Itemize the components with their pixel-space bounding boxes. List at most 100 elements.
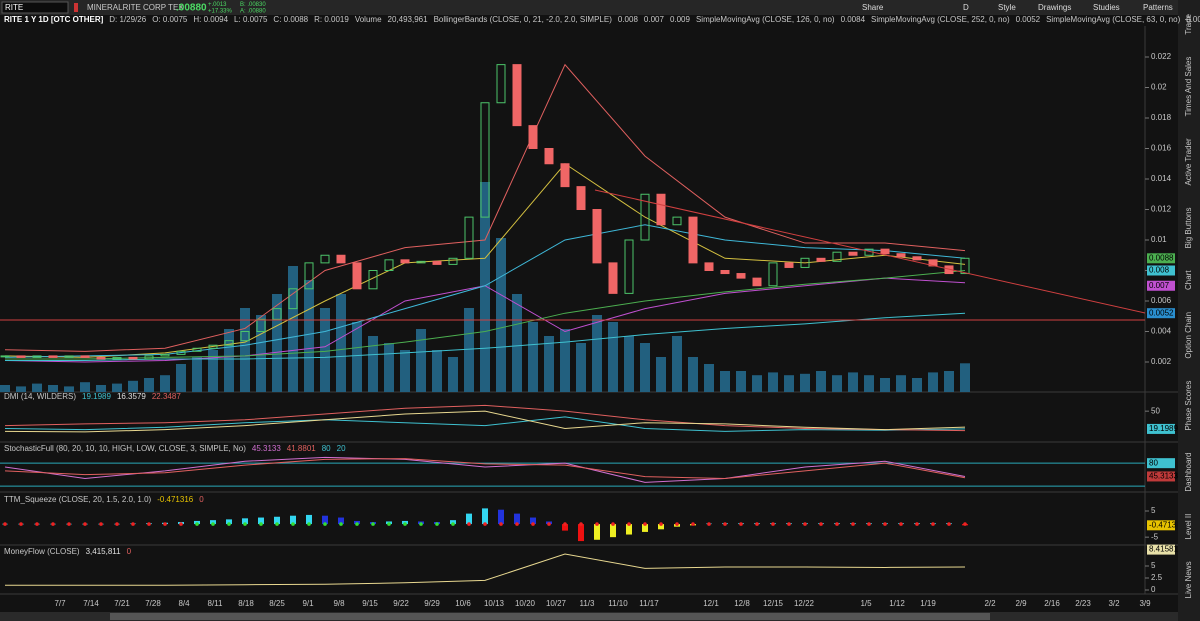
squeeze-bar: [210, 520, 216, 525]
volume-bar: [752, 375, 762, 392]
study-value: 0.009: [670, 15, 691, 24]
candle-down: [656, 193, 666, 226]
value-tag-label: 19.1989: [1149, 424, 1178, 433]
value-tag-label: 0.008: [1149, 266, 1170, 275]
indicator-line: [4, 456, 966, 483]
candle-up: [208, 344, 218, 349]
squeeze-dot: [947, 522, 951, 526]
candle-down: [608, 262, 618, 294]
y-tick-label: 0.012: [1151, 205, 1172, 214]
candle-up: [640, 193, 650, 241]
patterns-button[interactable]: Patterns: [1143, 3, 1173, 12]
sidebar-tab[interactable]: Chart: [1184, 270, 1193, 290]
indicator-line: [5, 553, 966, 586]
indicator-line: [4, 404, 966, 432]
candle-down: [400, 259, 410, 264]
volume-bar: [208, 350, 218, 392]
studies-button[interactable]: Studies: [1093, 3, 1120, 12]
volume-bar: [176, 364, 186, 392]
sidebar-tab[interactable]: Option Chain: [1184, 312, 1193, 359]
candle-up: [272, 308, 282, 320]
candle-up: [240, 331, 250, 342]
squeeze-dot: [243, 522, 247, 526]
x-tick-label: 2/2: [984, 599, 996, 608]
sidebar-tab[interactable]: Dashboard: [1184, 452, 1193, 491]
squeeze-dot: [227, 522, 231, 526]
sidebar-tab[interactable]: Times And Sales: [1184, 57, 1193, 117]
volume-bar: [496, 238, 506, 392]
candle-down: [528, 125, 538, 149]
study-value: 0.0052: [1016, 15, 1041, 24]
squeeze-bar: [338, 517, 344, 525]
style-button[interactable]: Style: [998, 3, 1016, 12]
candle-down: [16, 355, 26, 358]
company: MINERALRITE CORP TEX: [87, 3, 184, 12]
candle-up: [368, 270, 378, 290]
drawings-button[interactable]: Drawings: [1038, 3, 1071, 12]
squeeze-dot: [3, 522, 7, 526]
volume-bar: [32, 383, 42, 392]
volume-bar: [832, 375, 842, 392]
volume-bar: [256, 315, 266, 392]
x-tick-label: 9/1: [302, 599, 314, 608]
x-tick-label: 2/23: [1075, 599, 1091, 608]
squeeze-dot: [883, 522, 887, 526]
sidebar-tab[interactable]: Big Buttons: [1184, 207, 1193, 248]
candle-up: [832, 251, 842, 262]
volume-bar: [864, 375, 874, 392]
symbol[interactable]: RITE: [5, 3, 23, 12]
candle-down: [512, 64, 522, 127]
squeeze-dot: [211, 522, 215, 526]
squeeze-dot: [387, 522, 391, 526]
candle-down: [560, 163, 570, 188]
squeeze-bar: [450, 520, 456, 525]
sidebar-tab[interactable]: Active Trader: [1184, 138, 1193, 185]
squeeze-dot: [931, 522, 935, 526]
chart-title: RITE 1 Y 1D [OTC OTHER]: [4, 15, 104, 24]
indicator-line: [4, 63, 966, 352]
volume-bar: [816, 371, 826, 392]
squeeze-bar: [274, 516, 280, 525]
squeeze-dot: [355, 522, 359, 526]
volume-readout: 20,493,961: [388, 15, 429, 24]
x-tick-label: 7/21: [114, 599, 130, 608]
squeeze-bar: [466, 513, 472, 525]
value-tag-label: 8.41581: [1149, 545, 1178, 554]
scroll-thumb[interactable]: [110, 613, 990, 620]
volume-bar: [432, 350, 442, 392]
study-value: 0.0084: [841, 15, 866, 24]
candle-up: [304, 262, 314, 290]
x-tick-label: 1/19: [920, 599, 936, 608]
link-icon[interactable]: [74, 3, 78, 12]
symbol-input[interactable]: [1, 1, 69, 14]
volume-bar: [304, 280, 314, 392]
sidebar-tab[interactable]: Level II: [1184, 514, 1193, 540]
value-tag-label: 0.007: [1149, 281, 1170, 290]
sidebar-tab[interactable]: Live News: [1184, 561, 1193, 598]
value-tag: [1147, 423, 1175, 434]
candle-down: [128, 356, 138, 360]
indicator-title: MoneyFlow (CLOSE): [4, 547, 80, 556]
x-tick-label: 7/14: [83, 599, 99, 608]
timeframe-button[interactable]: D: [963, 3, 969, 12]
squeeze-dot: [595, 522, 599, 526]
candle-down: [736, 273, 746, 279]
indicator-line: [4, 416, 966, 432]
squeeze-dot: [451, 522, 455, 526]
y-tick-label: 5: [1151, 506, 1156, 515]
x-tick-label: 11/10: [608, 599, 628, 608]
squeeze-bar: [290, 515, 296, 525]
volume-bar: [48, 385, 58, 392]
candle-up: [496, 64, 506, 104]
squeeze-dot: [483, 522, 487, 526]
change-pct: +17.33%: [208, 9, 233, 15]
y-tick-label: 0: [1151, 585, 1156, 594]
share-button[interactable]: Share: [862, 3, 884, 12]
sidebar-tab[interactable]: Trade: [1184, 13, 1193, 34]
value-tag: [1147, 308, 1175, 319]
candle-up: [384, 259, 394, 272]
squeeze-dot: [579, 522, 583, 526]
sidebar-tab[interactable]: Phase Scores: [1184, 381, 1193, 431]
